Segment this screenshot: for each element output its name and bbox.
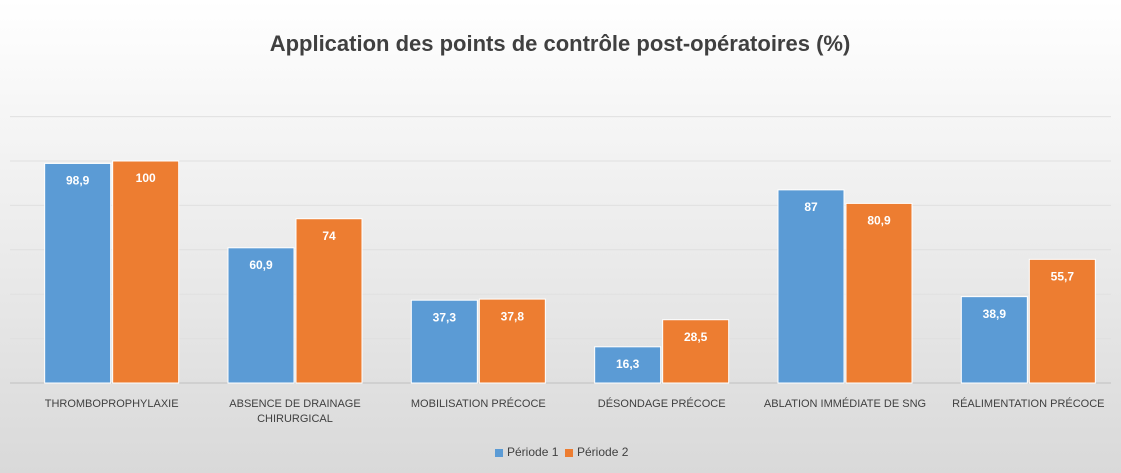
bar xyxy=(227,247,295,384)
x-tick-label: MOBILISATION PRÉCOCE xyxy=(410,398,546,410)
bar xyxy=(594,346,662,384)
legend-swatch xyxy=(565,449,573,457)
value-label: 55,7 xyxy=(1051,270,1075,284)
bar xyxy=(1028,258,1096,384)
value-label: 28,5 xyxy=(684,330,708,344)
bar xyxy=(960,296,1028,384)
x-tick-label: ABLATION IMMÉDIATE DE SNG xyxy=(763,398,927,410)
value-label: 16,3 xyxy=(616,357,640,371)
legend-swatch xyxy=(495,449,503,457)
bar xyxy=(478,298,546,384)
bar xyxy=(662,319,730,384)
bar xyxy=(44,162,112,384)
chart-title: Application des points de contrôle post-… xyxy=(270,31,851,56)
bar xyxy=(410,299,478,384)
value-label: 37,8 xyxy=(501,309,525,323)
value-label: 87 xyxy=(804,200,818,214)
value-label: 38,9 xyxy=(983,307,1007,321)
value-label: 98,9 xyxy=(66,174,90,188)
x-tick-label: DÉSONDAGE PRÉCOCE xyxy=(597,398,726,410)
bar xyxy=(295,218,363,384)
legend-label: Période 1 xyxy=(507,445,559,459)
legend-label: Période 2 xyxy=(577,445,629,459)
value-label: 80,9 xyxy=(867,214,891,228)
bar xyxy=(777,189,845,384)
value-label: 37,3 xyxy=(433,310,457,324)
x-tick-label: ABSENCE DE DRAINAGE CHIRURGICAL xyxy=(229,398,361,425)
x-tick-label: RÉALIMENTATION PRÉCOCE xyxy=(952,398,1105,410)
bar xyxy=(112,160,180,384)
bar xyxy=(845,202,913,384)
value-label: 100 xyxy=(136,171,156,185)
value-label: 60,9 xyxy=(249,258,273,272)
value-label: 74 xyxy=(322,229,336,243)
x-tick-label: THROMBOPROPHYLAXIE xyxy=(44,398,179,410)
